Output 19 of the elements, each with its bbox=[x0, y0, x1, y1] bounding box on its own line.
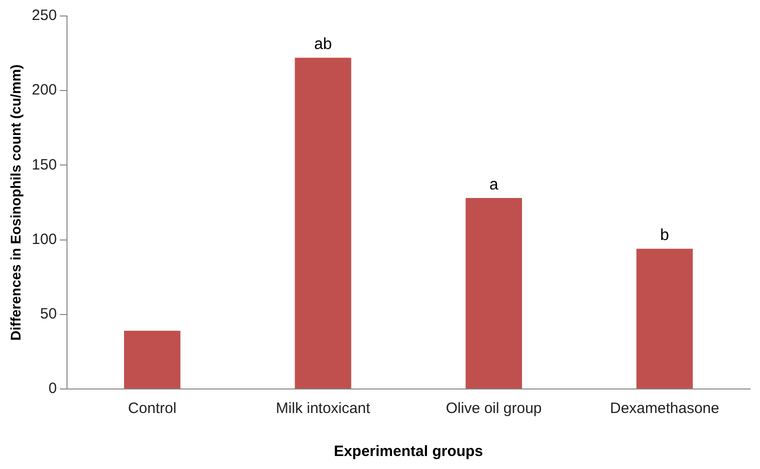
x-tick-label: Olive oil group bbox=[446, 400, 542, 418]
y-tick-label: 200 bbox=[32, 82, 57, 99]
annotation: b bbox=[660, 227, 670, 244]
x-tick-label: Dexamethasone bbox=[610, 400, 720, 418]
y-tick-label: 100 bbox=[32, 230, 57, 248]
annotation: a bbox=[489, 176, 498, 194]
y-tick-label: 250 bbox=[32, 7, 57, 24]
bar bbox=[294, 58, 352, 388]
y-tick-label: 50 bbox=[40, 306, 57, 323]
x-tick-label: Control bbox=[128, 400, 176, 418]
x-axis-title: Experimental groups bbox=[334, 443, 484, 460]
annotation: ab bbox=[314, 36, 332, 54]
y-tick-label: 0 bbox=[48, 380, 57, 398]
y-tick-label: 150 bbox=[32, 156, 57, 174]
y-axis-title: Differences in Eosinophils count (cu/mm) bbox=[7, 64, 24, 341]
bar bbox=[636, 248, 693, 388]
bar bbox=[466, 198, 522, 388]
x-tick-label: Milk intoxicant bbox=[276, 400, 371, 418]
bar bbox=[124, 330, 180, 388]
